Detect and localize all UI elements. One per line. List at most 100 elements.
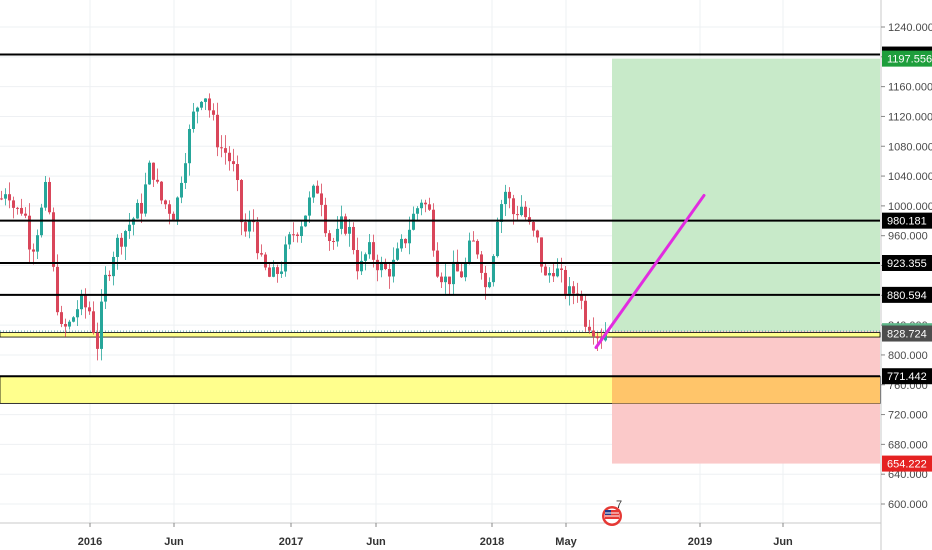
time-tick-label: 2016 <box>78 536 102 548</box>
price-tick-label: 1000.000 <box>888 201 932 213</box>
candle-body <box>372 242 375 260</box>
candle-body <box>8 194 11 201</box>
candle-body <box>376 259 379 271</box>
candle-body <box>152 162 155 180</box>
candle-body <box>512 198 515 215</box>
candle-body <box>184 163 187 183</box>
candle-body <box>404 238 407 244</box>
candle-body <box>88 307 91 312</box>
candle-body <box>232 161 235 165</box>
price-tick-label: 1040.000 <box>888 171 932 183</box>
candle-body <box>28 215 31 250</box>
time-tick-label: 2017 <box>279 536 303 548</box>
candle-body <box>0 198 3 200</box>
candle-body <box>328 233 331 242</box>
current-price-label-bg <box>882 325 932 342</box>
candle-body <box>228 152 231 162</box>
candle-body <box>264 254 267 268</box>
candle-body <box>424 202 427 205</box>
candle-body <box>532 221 535 231</box>
candle-body <box>260 253 263 255</box>
candle-body <box>500 204 503 222</box>
candle-body <box>468 240 471 263</box>
price-tick-label: 800.000 <box>888 350 928 362</box>
candle-body <box>472 240 475 242</box>
candle-body <box>68 321 71 327</box>
trend-line[interactable] <box>594 193 706 349</box>
candle-body <box>448 276 451 285</box>
horizontal-levels[interactable] <box>0 53 880 378</box>
candle-body <box>52 212 55 267</box>
candle-body <box>388 268 391 277</box>
candle-body <box>108 274 111 277</box>
candle-body <box>400 238 403 249</box>
candle-body <box>392 259 395 277</box>
candle-body <box>520 206 523 216</box>
candle-body <box>364 254 367 261</box>
level-price-label: 923.355 <box>887 258 927 270</box>
candle-body <box>332 241 335 243</box>
candle-body <box>516 214 519 216</box>
profit-zone <box>612 58 880 332</box>
level-price-label-bg <box>882 212 932 229</box>
candle-body <box>164 200 167 205</box>
candle-body <box>408 229 411 244</box>
candle-body <box>368 242 371 255</box>
candle-body <box>396 248 399 260</box>
candle-body <box>140 202 143 214</box>
candle-body <box>596 336 599 339</box>
time-tick-label: Jun <box>773 536 793 548</box>
candle-body <box>568 286 571 294</box>
candle-body <box>256 222 259 254</box>
candle-body <box>604 333 607 341</box>
price-tick-label: 1120.000 <box>888 111 932 123</box>
candle-body <box>544 266 547 276</box>
candle-body <box>128 224 131 232</box>
flag-badge-icon: 7 <box>602 499 622 526</box>
candle-body <box>340 216 343 229</box>
candle-body <box>528 217 531 222</box>
time-axis[interactable]: 2016 Jun 2017 Jun 2018 May 2019 Jun <box>0 522 881 548</box>
trend-line-layer[interactable] <box>594 193 706 349</box>
candle-body <box>384 263 387 269</box>
candle-body <box>208 98 211 111</box>
candlestick-series <box>0 93 607 361</box>
price-tick-label: 1240.000 <box>888 22 932 34</box>
candle-body <box>460 271 463 278</box>
candle-body <box>296 234 299 237</box>
current-price-label: 828.724 <box>887 329 927 341</box>
level-price-label: 880.594 <box>887 290 927 302</box>
candle-body <box>20 207 23 214</box>
candle-body <box>112 256 115 277</box>
candle-body <box>352 226 355 251</box>
price-tick-label: 960.000 <box>888 231 928 243</box>
candle-body <box>56 266 59 313</box>
chart-zones <box>0 58 881 464</box>
candle-body <box>124 231 127 247</box>
candle-body <box>580 295 583 301</box>
candle-body <box>564 269 567 294</box>
watermark-badge: 7 <box>616 499 622 511</box>
candle-body <box>80 294 83 310</box>
candle-body <box>160 181 163 201</box>
candle-body <box>292 234 295 236</box>
candle-body <box>180 182 183 198</box>
level-price-label-bg <box>882 254 932 271</box>
candle-body <box>592 330 595 337</box>
candle-body <box>464 262 467 278</box>
candle-body <box>36 235 39 252</box>
level-price-label-bg <box>882 286 932 303</box>
candle-body <box>116 237 119 257</box>
candle-body <box>356 250 359 272</box>
candle-body <box>540 237 543 267</box>
candle-body <box>548 273 551 276</box>
candle-body <box>4 194 7 199</box>
candle-body <box>240 180 243 223</box>
candle-body <box>588 326 591 331</box>
candle-body <box>44 181 47 208</box>
candle-body <box>316 185 319 194</box>
candle-body <box>508 191 511 199</box>
candle-body <box>584 300 587 327</box>
candle-body <box>72 317 75 322</box>
